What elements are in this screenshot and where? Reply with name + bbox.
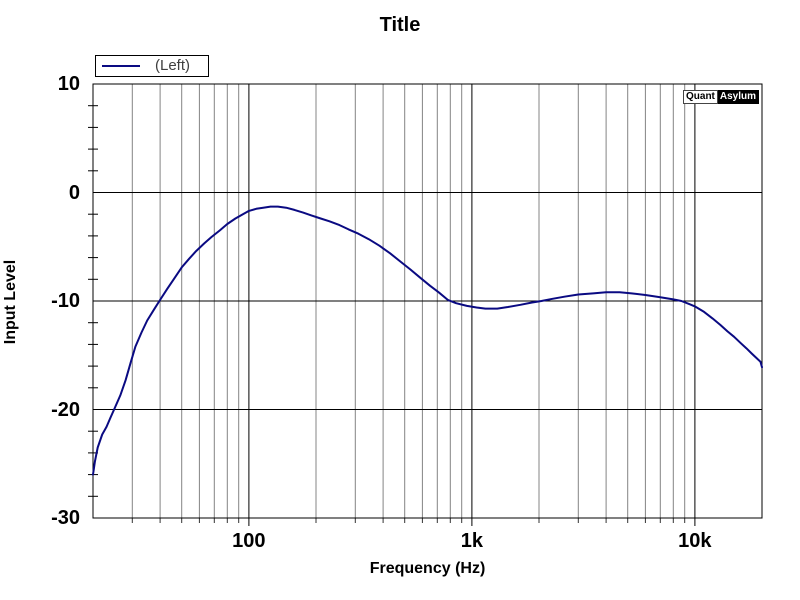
legend-label: (Left) xyxy=(155,57,191,74)
y-axis-title: Input Level xyxy=(2,259,19,345)
quantasylum-logo-right: Asylum xyxy=(717,90,760,104)
legend-line-sample xyxy=(102,65,140,67)
y-tick-label: -10 xyxy=(51,290,80,312)
plot-border xyxy=(92,83,763,519)
legend: (Left) xyxy=(95,55,209,77)
y-tick-label: 10 xyxy=(57,73,80,95)
x-tick-label: 100 xyxy=(232,530,266,552)
x-tick-label: 1k xyxy=(460,530,483,552)
y-tick-label: -30 xyxy=(51,507,80,529)
x-axis-title: Frequency (Hz) xyxy=(369,560,486,577)
quantasylum-logo: Quant Asylum xyxy=(683,90,760,104)
x-tick-label: 10k xyxy=(678,530,712,552)
series-curve-left xyxy=(92,205,763,476)
y-tick-label: -20 xyxy=(51,398,80,421)
y-tick-label: 0 xyxy=(68,181,80,204)
quantasylum-logo-left: Quant xyxy=(683,90,718,104)
chart-title: Title xyxy=(379,14,421,36)
